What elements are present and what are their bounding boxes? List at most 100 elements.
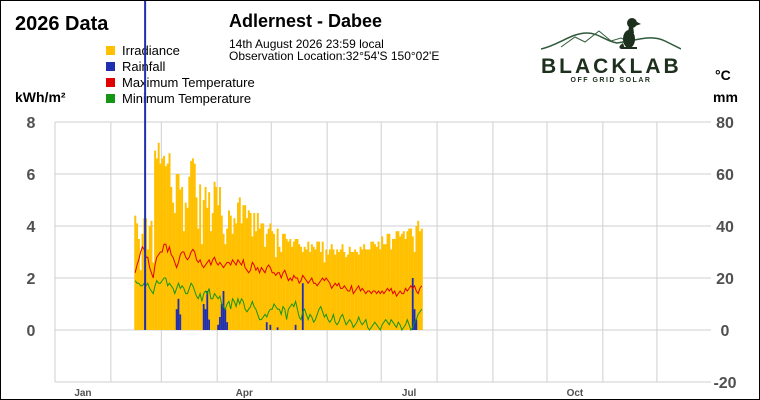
irradiance-bar-72 — [264, 246, 267, 330]
irradiance-bar-136 — [379, 249, 382, 330]
rainfall-bar-23 — [175, 309, 178, 330]
irradiance-bar-77 — [273, 233, 276, 330]
irradiance-bar-7 — [146, 249, 149, 330]
rainfall-bar-47 — [219, 317, 221, 330]
irradiance-bar-88 — [292, 241, 295, 330]
irradiance-bar-65 — [251, 236, 254, 330]
irradiance-bar-42 — [209, 231, 212, 330]
brand-logo: BLACKLAB OFF GRID SOLAR — [540, 11, 682, 87]
irradiance-bar-8 — [148, 226, 151, 330]
right-tick-label-0: -20 — [713, 375, 736, 392]
legend-swatch-rainfall — [106, 62, 115, 71]
irradiance-bar-48 — [220, 215, 223, 330]
irradiance-bar-111 — [334, 254, 337, 330]
left-tick-label-0: 0 — [27, 323, 36, 340]
irradiance-bar-85 — [287, 241, 290, 330]
irradiance-bar-46 — [217, 205, 220, 330]
brand-wordmark: BLACKLAB — [541, 55, 682, 78]
irradiance-bar-152 — [408, 228, 411, 330]
brand-tagline: OFF GRID SOLAR — [570, 77, 652, 84]
irradiance-bar-56 — [235, 223, 238, 330]
irradiance-bar-32 — [191, 158, 194, 330]
irradiance-bar-133 — [373, 244, 376, 330]
irradiance-bar-98 — [310, 244, 313, 330]
irradiance-bar-130 — [368, 249, 371, 330]
irradiance-bar-69 — [258, 228, 261, 330]
irradiance-bar-103 — [319, 252, 322, 330]
irradiance-bar-23 — [175, 174, 178, 330]
irradiance-bar-37 — [200, 244, 203, 330]
right-tick-label-3: 40 — [716, 219, 734, 236]
irradiance-bar-87 — [291, 246, 294, 330]
irradiance-bar-9 — [150, 220, 153, 330]
irradiance-bar-104 — [321, 241, 324, 330]
irradiance-bar-110 — [332, 249, 335, 330]
irradiance-bar-35 — [197, 228, 200, 330]
rainfall-bar-51 — [226, 322, 229, 330]
irradiance-bar-50 — [224, 244, 227, 330]
dog-on-hill-icon — [540, 18, 682, 50]
irradiance-bar-114 — [339, 249, 342, 330]
irradiance-bar-105 — [323, 262, 326, 330]
irradiance-bar-33 — [193, 163, 196, 330]
legend-label-min-temp: Minimum Temperature — [122, 91, 252, 106]
legend-swatch-max-temp — [106, 78, 115, 87]
irradiance-bar-90 — [296, 239, 299, 330]
right-axis-unit-rainfall: mm — [713, 89, 738, 105]
irradiance-bar-52 — [228, 210, 230, 330]
irradiance-bar-122 — [354, 249, 357, 330]
irradiance-bar-15 — [161, 158, 164, 330]
x-tick-label-1: Apr — [236, 388, 253, 399]
irradiance-bar-14 — [159, 163, 162, 330]
left-tick-label-2: 4 — [27, 219, 36, 236]
irradiance-bar-102 — [318, 241, 321, 330]
irradiance-bar-22 — [173, 213, 176, 330]
rainfall-bar-41 — [208, 319, 210, 330]
irradiance-bar-86 — [289, 239, 292, 330]
irradiance-bar-70 — [260, 223, 263, 330]
observation-location: Observation Location:32°54'S 150°02'E — [229, 49, 440, 63]
irradiance-bar-117 — [345, 257, 348, 330]
irradiance-bar-112 — [336, 249, 339, 330]
irradiance-bar-156 — [415, 226, 418, 330]
irradiance-bar-123 — [355, 252, 358, 330]
irradiance-bar-99 — [312, 246, 315, 330]
irradiance-bar-80 — [278, 246, 281, 330]
irradiance-bar-139 — [384, 244, 387, 330]
rainfall-series — [175, 278, 418, 330]
irradiance-bar-73 — [265, 233, 268, 330]
irradiance-bar-64 — [249, 213, 252, 330]
irradiance-bar-149 — [402, 231, 405, 330]
irradiance-bar-118 — [346, 254, 349, 330]
irradiance-bar-55 — [233, 218, 236, 330]
irradiance-bar-143 — [392, 239, 394, 330]
irradiance-bar-129 — [366, 249, 369, 330]
irradiance-bar-158 — [419, 231, 421, 330]
irradiance-bar-34 — [195, 197, 198, 330]
irradiance-bar-89 — [294, 239, 297, 330]
station-title: Adlernest - Dabee — [229, 11, 383, 31]
left-tick-label-3: 6 — [27, 167, 36, 184]
irradiance-bar-92 — [300, 246, 303, 330]
irradiance-bar-76 — [271, 231, 274, 330]
irradiance-bar-127 — [363, 244, 366, 330]
x-tick-label-2: Jul — [402, 388, 417, 399]
rainfall-bar-39 — [204, 309, 207, 330]
irradiance-bar-62 — [246, 218, 248, 330]
irradiance-bar-24 — [177, 174, 180, 330]
irradiance-bar-21 — [172, 202, 175, 330]
legend-swatch-min-temp — [106, 94, 115, 103]
series-line-min-temperature — [134, 277, 423, 332]
irradiance-bar-151 — [406, 231, 409, 330]
irradiance-bar-141 — [388, 233, 391, 330]
irradiance-bar-153 — [410, 228, 412, 330]
irradiance-bar-3 — [139, 270, 142, 330]
irradiance-bar-115 — [341, 244, 344, 330]
irradiance-bar-59 — [240, 223, 243, 330]
rainfall-bar-50 — [224, 309, 227, 330]
irradiance-bar-83 — [283, 233, 286, 330]
irradiance-bar-82 — [282, 233, 285, 330]
irradiance-bar-10 — [152, 262, 155, 330]
right-tick-label-4: 60 — [716, 167, 734, 184]
